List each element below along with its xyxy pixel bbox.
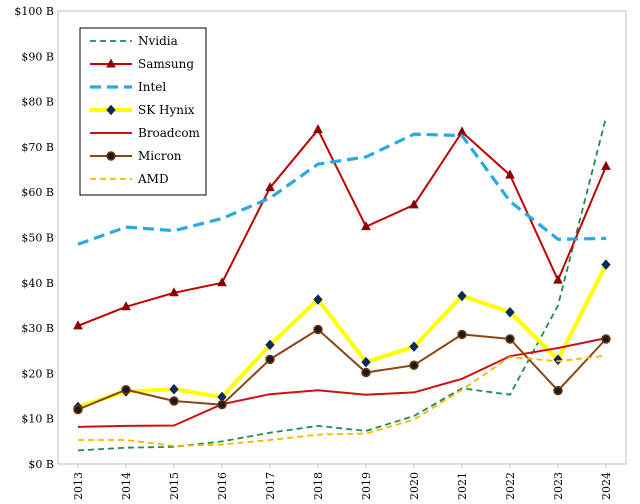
- legend-marker: [106, 104, 116, 116]
- legend: Nvidia Samsung Intel SK Hynix Broadcom Micron…: [79, 27, 207, 196]
- series-micron: [73, 324, 611, 415]
- x-tick-label: 2023: [552, 472, 565, 500]
- y-tick-label: $50 B: [21, 232, 54, 245]
- legend-item-nvidia: Nvidia: [90, 34, 178, 48]
- data-point-micron: [505, 334, 515, 344]
- legend-label: Samsung: [138, 57, 194, 71]
- y-tick-label: $10 B: [21, 413, 54, 426]
- x-tick-label: 2024: [600, 472, 613, 500]
- data-point-samsung: [457, 126, 467, 136]
- x-tick-label: 2021: [456, 472, 469, 500]
- y-tick-label: $20 B: [21, 367, 54, 380]
- data-point-sk-hynix: [313, 294, 323, 305]
- y-tick-label: $100 B: [14, 5, 54, 18]
- y-tick-label: $70 B: [21, 141, 54, 154]
- x-tick-label: 2020: [408, 472, 421, 500]
- data-point-sk-hynix: [265, 339, 275, 351]
- legend-marker: [106, 58, 116, 68]
- series-nvidia: [77, 117, 607, 452]
- x-tick-label: 2014: [120, 472, 133, 500]
- legend-item-broadcom: Broadcom: [90, 126, 201, 140]
- data-point-sk-hynix: [457, 290, 467, 302]
- series-amd: [78, 354, 607, 447]
- data-point-micron: [169, 396, 179, 406]
- data-point-samsung: [553, 274, 563, 284]
- series-broadcom: [77, 337, 607, 428]
- series-line-amd: [78, 354, 607, 447]
- data-point-samsung: [409, 199, 419, 209]
- x-tick-label: 2019: [360, 472, 373, 500]
- data-point-sk-hynix: [361, 356, 371, 368]
- legend-item-sk-hynix: SK Hynix: [90, 103, 195, 117]
- data-point-samsung: [217, 277, 227, 287]
- x-tick-label: 2022: [504, 472, 517, 500]
- x-tick-label: 2016: [216, 472, 229, 500]
- series-line-micron: [77, 328, 607, 411]
- data-point-micron: [121, 384, 131, 395]
- series-line-broadcom: [77, 337, 607, 428]
- data-point-micron: [457, 329, 467, 340]
- x-tick-label: 2015: [168, 472, 181, 500]
- data-point-micron: [217, 399, 227, 410]
- data-point-sk-hynix: [505, 306, 515, 318]
- legend-item-samsung: Samsung: [90, 57, 194, 71]
- data-point-samsung: [601, 160, 611, 170]
- series-group: [73, 117, 611, 452]
- plot-area-border: [57, 10, 627, 465]
- legend-label: Micron: [138, 149, 182, 163]
- data-point-samsung: [121, 301, 131, 311]
- data-point-micron: [73, 404, 83, 415]
- data-point-sk-hynix: [553, 354, 563, 366]
- data-point-micron: [553, 385, 563, 396]
- data-point-micron: [265, 354, 275, 365]
- data-point-micron: [313, 324, 323, 335]
- axes: $0 B $10 B $20 B $30 B $40 B $50 B $60 B $70 B $…: [14, 5, 613, 500]
- data-point-samsung: [505, 169, 515, 179]
- series-line-nvidia: [77, 117, 607, 452]
- legend-label: Nvidia: [138, 34, 178, 48]
- x-tick-label: 2013: [72, 472, 85, 500]
- legend-marker: [106, 151, 116, 161]
- series-sk-hynix: [73, 259, 611, 413]
- legend-item-amd: AMD: [90, 172, 169, 186]
- y-tick-label: $30 B: [21, 322, 54, 335]
- data-point-micron: [361, 367, 371, 378]
- data-point-samsung: [361, 221, 371, 231]
- series-samsung: [73, 124, 611, 330]
- series-line-sk-hynix: [77, 263, 608, 409]
- data-point-samsung: [169, 287, 179, 297]
- series-line-intel: [77, 132, 607, 246]
- data-point-sk-hynix: [169, 384, 179, 395]
- data-point-sk-hynix: [601, 259, 611, 270]
- legend-label: AMD: [137, 172, 169, 186]
- y-tick-label: $90 B: [21, 50, 54, 63]
- legend-label: SK Hynix: [138, 103, 195, 117]
- series-intel: [77, 132, 607, 246]
- legend-label: Broadcom: [138, 126, 201, 140]
- legend-item-micron: Micron: [90, 149, 182, 163]
- x-tick-label: 2018: [312, 472, 325, 500]
- y-tick-label: $60 B: [21, 186, 54, 199]
- data-point-micron: [601, 334, 611, 344]
- x-tick-label: 2017: [264, 472, 277, 500]
- y-tick-label: $0 B: [28, 458, 54, 471]
- data-point-samsung: [313, 124, 323, 134]
- series-line-samsung: [77, 128, 607, 327]
- y-tick-label: $80 B: [21, 96, 54, 109]
- legend-item-intel: Intel: [90, 80, 166, 94]
- data-point-samsung: [73, 320, 83, 330]
- y-tick-label: $40 B: [21, 277, 54, 290]
- data-point-micron: [409, 360, 419, 370]
- data-point-sk-hynix: [409, 341, 419, 352]
- legend-label: Intel: [138, 80, 166, 94]
- data-point-samsung: [265, 182, 275, 192]
